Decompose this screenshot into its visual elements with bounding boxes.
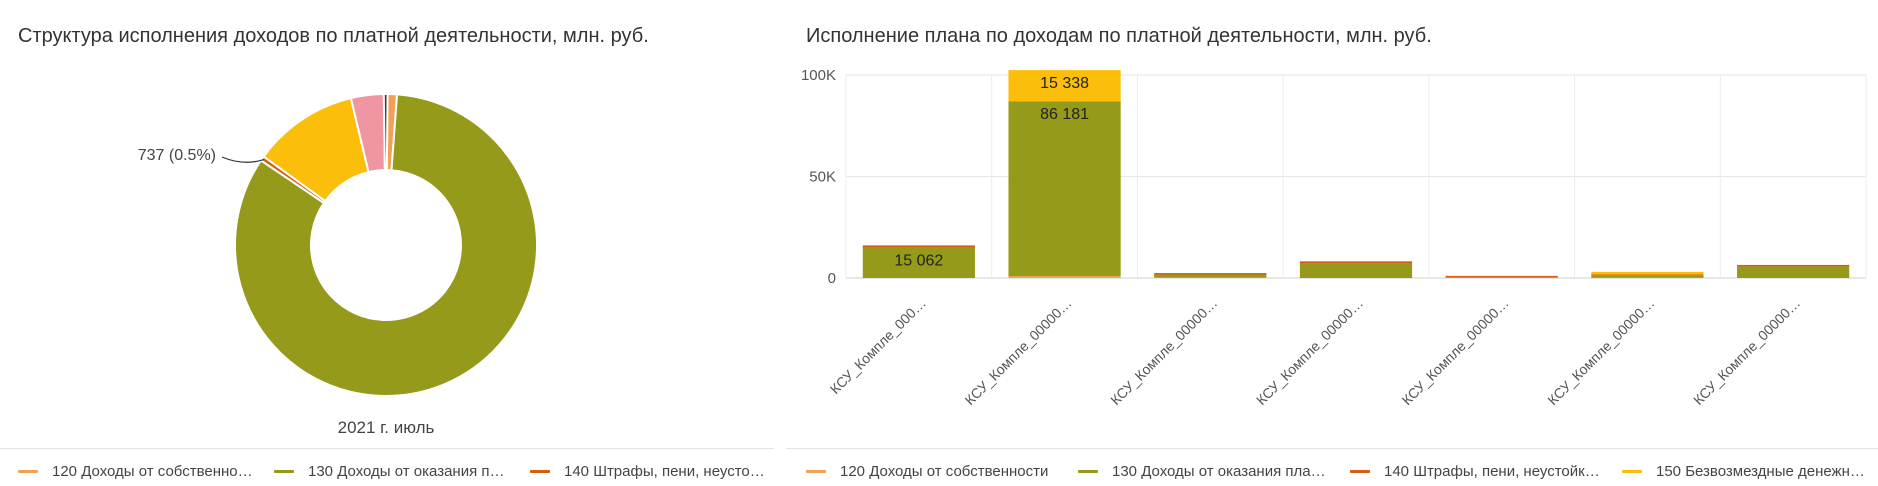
bar-data-label: 86 181 — [1040, 106, 1089, 123]
donut-chart: 737 (0.5%) 2021 г. июль — [138, 92, 538, 437]
slice-label-leader — [221, 156, 265, 163]
legend-swatch — [530, 469, 550, 473]
bar-segment[interactable] — [1591, 275, 1704, 278]
x-tick-label: КСУ_Компле_00000… — [1399, 295, 1512, 408]
legend-label: 130 Доходы от оказания пла… — [1112, 462, 1326, 480]
bar-segment[interactable] — [1008, 276, 1121, 278]
legend-swatch — [1350, 469, 1370, 473]
legend-label: 120 Доходы от собственно… — [52, 462, 252, 480]
legend-swatch — [806, 469, 826, 473]
donut-caption: 2021 г. июль — [338, 418, 435, 437]
bar-segment[interactable] — [1299, 263, 1413, 278]
legend-label: 120 Доходы от собственности — [840, 462, 1049, 480]
legend-swatch — [274, 469, 294, 473]
legend-item-150[interactable]: 150 Безвозмездные денежн… — [1622, 460, 1865, 482]
legend-swatch — [1622, 469, 1642, 473]
x-tick-label: КСУ_Компле_000… — [827, 295, 929, 397]
bar-segment[interactable] — [1445, 275, 1558, 278]
legend-item-120[interactable]: 120 Доходы от собственности — [806, 460, 1048, 482]
legend-label: 140 Штрафы, пени, неустойк… — [1384, 462, 1600, 480]
bar-segment[interactable] — [1737, 266, 1850, 278]
legend-swatch — [18, 469, 38, 473]
bar-segment[interactable] — [1154, 274, 1267, 278]
bar-legend: 120 Доходы от собственности 130 Доходы о… — [806, 460, 1878, 482]
bar-chart-panel: Исполнение плана по доходам по платной д… — [786, 0, 1878, 486]
donut-legend: 120 Доходы от собственно… 130 Доходы от … — [18, 460, 774, 482]
legend-swatch — [1078, 469, 1098, 473]
bar-segment[interactable] — [862, 247, 975, 278]
donut-chart-title: Структура исполнения доходов по платной … — [18, 25, 649, 47]
y-tick-label: 50K — [809, 169, 836, 186]
bar-data-label: 15 062 — [894, 252, 943, 269]
bar-segment[interactable] — [1591, 271, 1704, 275]
bar-data-label: 15 338 — [1040, 75, 1089, 92]
bar-segment[interactable] — [1154, 273, 1267, 275]
bar-chart-title: Исполнение плана по доходам по платной д… — [806, 25, 1432, 47]
x-tick-label: КСУ_Компле_00000… — [961, 295, 1074, 408]
legend-label: 140 Штрафы, пени, неусто… — [564, 462, 764, 480]
legend-item-130[interactable]: 130 Доходы от оказания пла… — [1078, 460, 1326, 482]
x-tick-label: КСУ_Компле_00000… — [1253, 295, 1366, 408]
bar-segment[interactable] — [1008, 101, 1121, 277]
donut-slice[interactable] — [382, 93, 389, 172]
bar-segment[interactable] — [1299, 261, 1413, 264]
legend-divider — [786, 448, 1878, 449]
legend-item-140[interactable]: 140 Штрафы, пени, неусто… — [530, 460, 764, 482]
donut-slice[interactable] — [234, 93, 538, 397]
bar-segment[interactable] — [862, 245, 975, 248]
x-tick-label: КСУ_Компле_00000… — [1690, 295, 1803, 408]
legend-label: 130 Доходы от оказания п… — [308, 462, 505, 480]
bar-segment[interactable] — [1008, 70, 1121, 102]
legend-label: 150 Безвозмездные денежн… — [1656, 462, 1865, 480]
x-tick-label: КСУ_Компле_00000… — [1544, 295, 1657, 408]
x-tick-label: КСУ_Компле_00000… — [1107, 295, 1220, 408]
bar-chart: 0 50K 100K КСУ_Компле_000… КСУ_Компле_00000…… — [801, 67, 1867, 408]
y-tick-label: 0 — [828, 270, 836, 287]
legend-item-120[interactable]: 120 Доходы от собственно… — [18, 460, 252, 482]
y-tick-label: 100K — [801, 67, 836, 84]
donut-chart-panel: Структура исполнения доходов по платной … — [0, 0, 774, 486]
legend-item-140[interactable]: 140 Штрафы, пени, неустойк… — [1350, 460, 1600, 482]
bar-segment[interactable] — [1737, 264, 1850, 267]
legend-item-130[interactable]: 130 Доходы от оказания п… — [274, 460, 505, 482]
slice-data-label: 737 (0.5%) — [138, 147, 216, 164]
legend-divider — [0, 448, 774, 449]
